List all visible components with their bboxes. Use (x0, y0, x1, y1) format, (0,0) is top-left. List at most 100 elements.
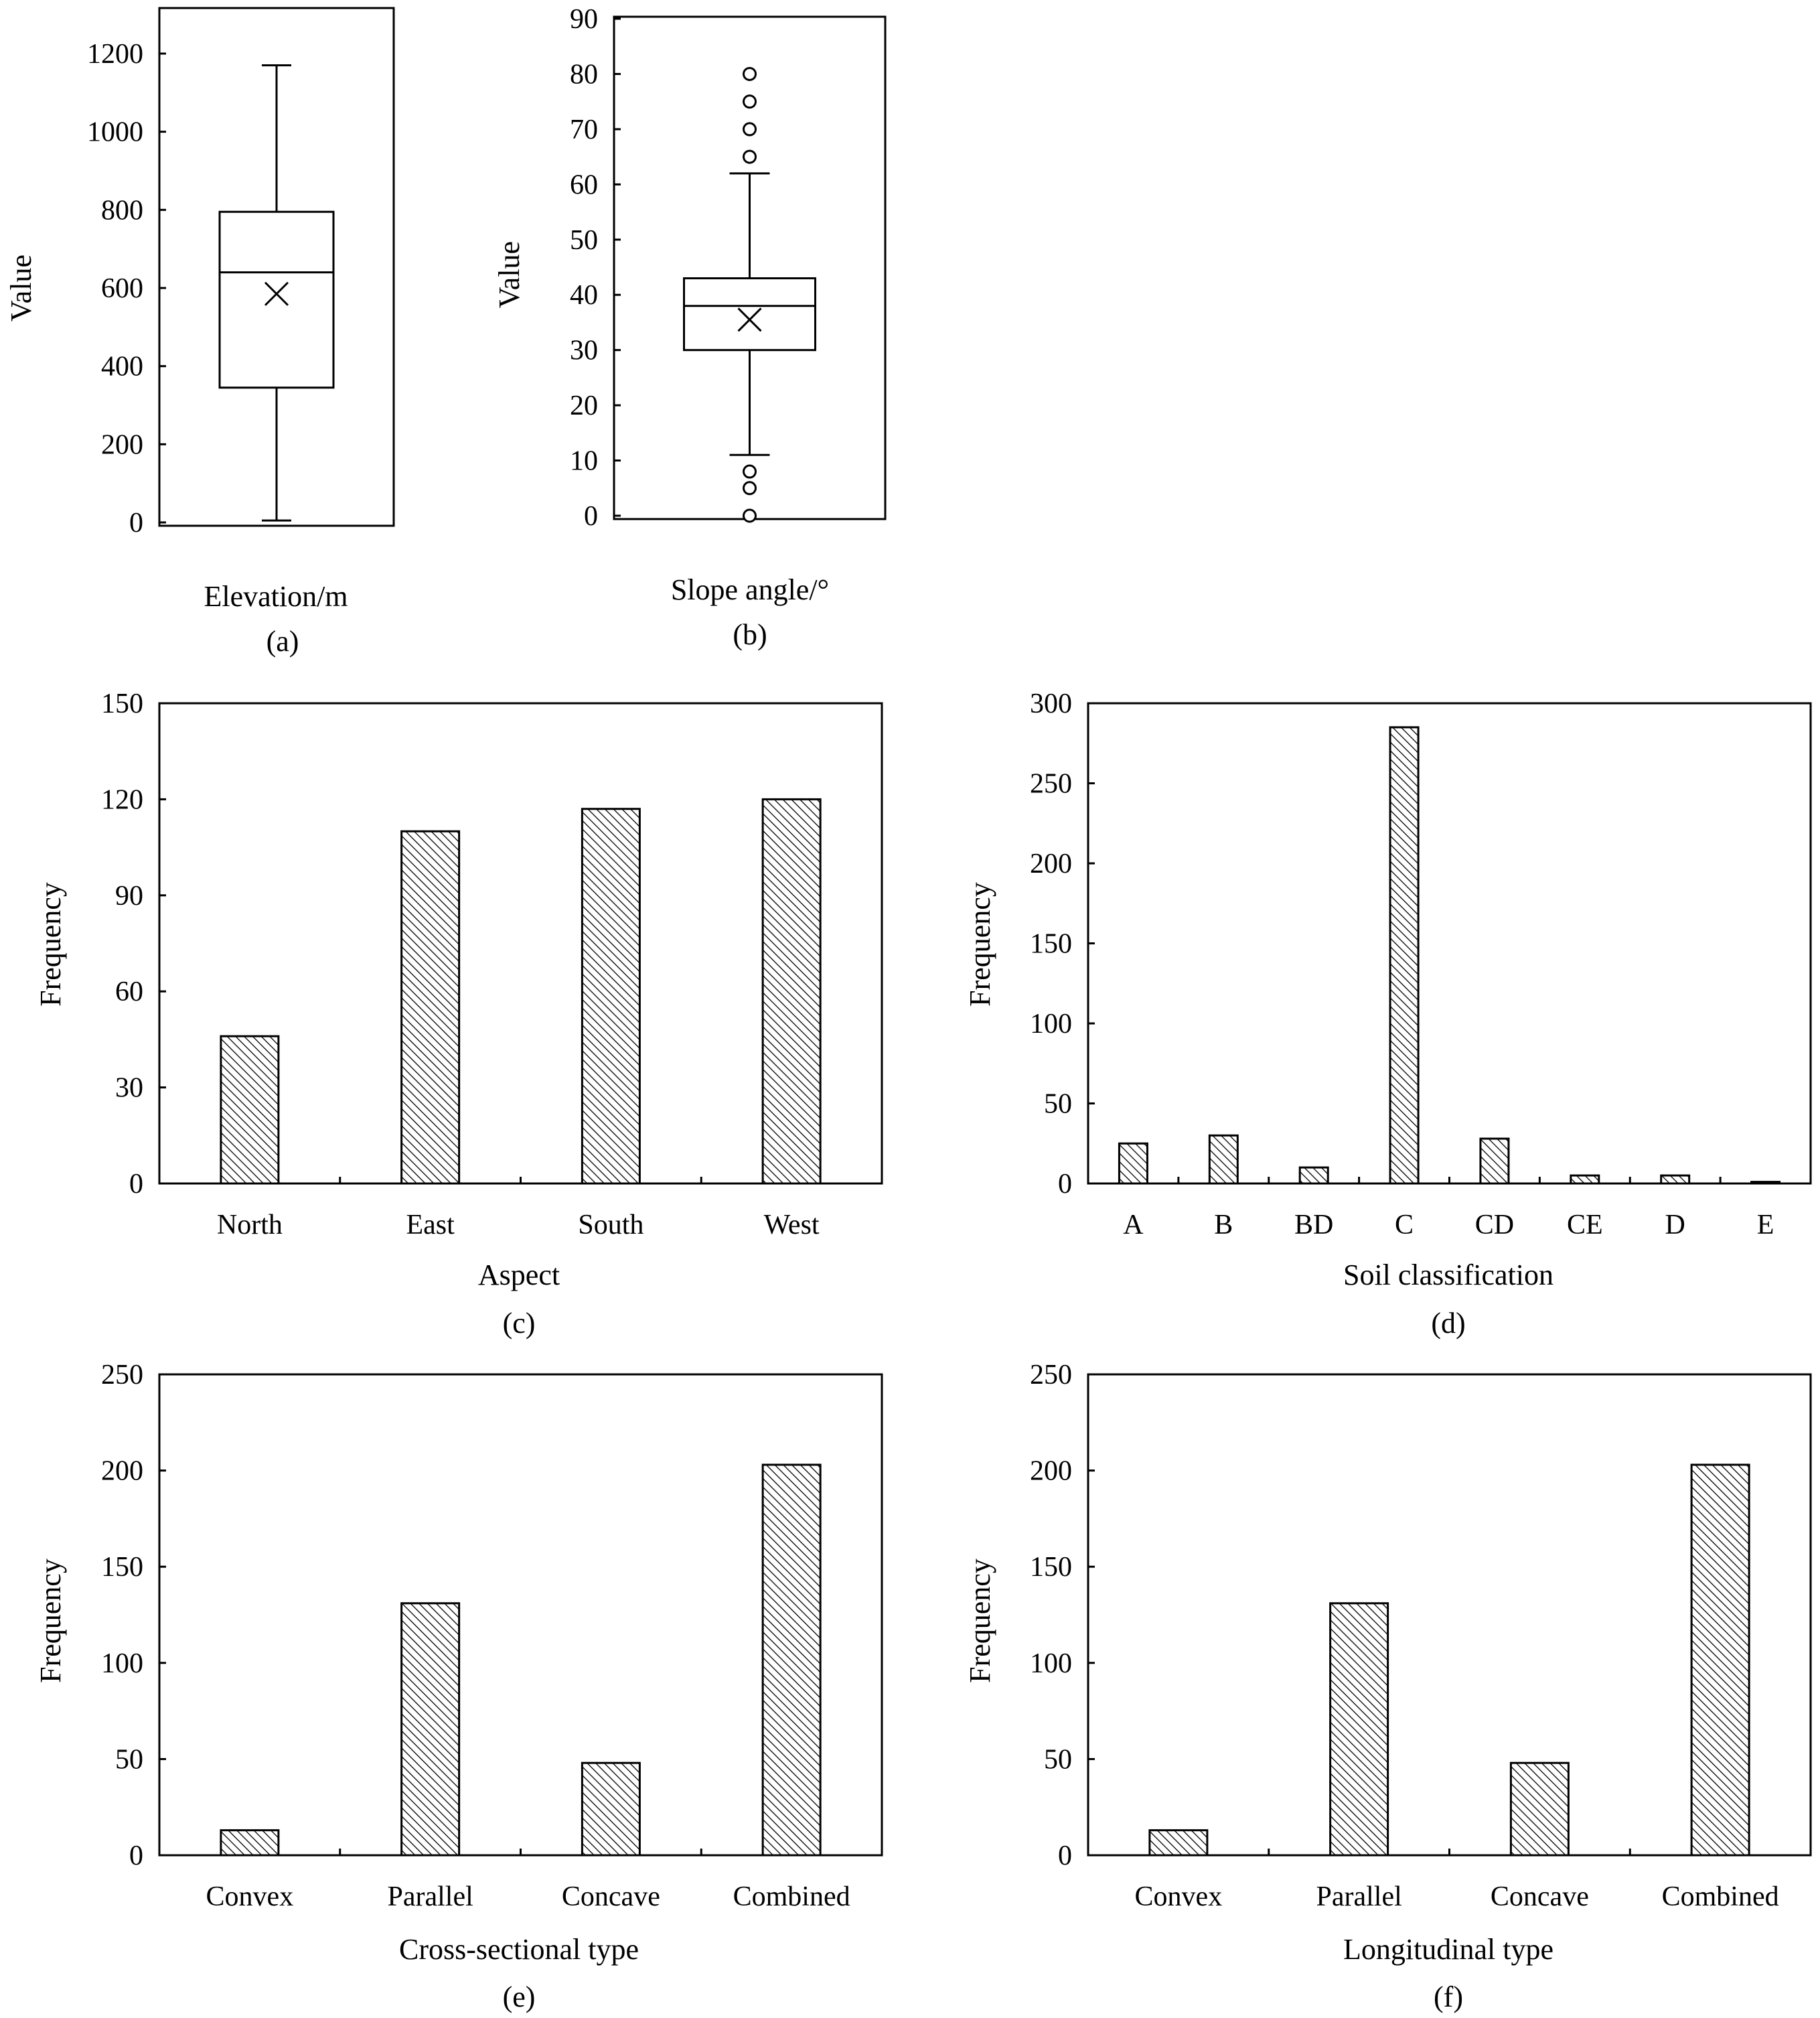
panel-c: 0 30 60 90 120 150 North East South West Frequenc… (34, 689, 883, 1340)
panel-d-ytick-label: 250 (1030, 769, 1072, 800)
panel-e-category-label: Concave (562, 1881, 660, 1912)
panel-e-ytick-label: 50 (115, 1744, 143, 1775)
panel-d-ytick-label: 100 (1030, 1009, 1072, 1039)
panel-d-frame (1087, 702, 1812, 1185)
panel-d-bar (1570, 1174, 1600, 1185)
panel-b-mean-marker (737, 307, 762, 332)
panel-c-ytick-label: 0 (129, 1169, 143, 1200)
panel-f: 0 50 100 150 200 250 Convex Parallel Concave Comb… (964, 1360, 1812, 2013)
panel-f-bar (1509, 1761, 1570, 1857)
panel-d-bar (1479, 1137, 1510, 1185)
panel-d-plot: 0 50 100 150 200 250 300 A B BD C CD CE D E (1030, 689, 1812, 1240)
panel-d-bar (1118, 1142, 1148, 1185)
panel-b-ytick-label: 80 (570, 59, 598, 90)
panel-b-outlier (743, 508, 757, 523)
panel-a-xlabel: Elevation/m (204, 580, 348, 613)
panel-c-caption: (c) (503, 1307, 536, 1340)
panel-a-ytick-label: 1000 (87, 117, 143, 148)
panel-a-box (218, 210, 335, 389)
panel-d-ylabel: Frequency (964, 882, 996, 1007)
panel-e-category-label: Parallel (387, 1881, 473, 1912)
panel-b-outlier (743, 149, 757, 164)
panel-b-plot: 0 10 20 30 40 50 60 70 80 90 (570, 4, 887, 532)
panel-b-ytick-label: 40 (570, 280, 598, 311)
panel-d-ytick-label: 0 (1058, 1169, 1072, 1200)
panel-a-ytick-label: 400 (101, 352, 143, 382)
panel-e-category-label: Combined (733, 1881, 850, 1912)
panel-e-bar (581, 1761, 641, 1857)
panel-c-ytick-label: 120 (101, 784, 143, 815)
panel-c-plot: 0 30 60 90 120 150 North East South West (101, 689, 883, 1240)
panel-d-ytick-label: 300 (1030, 689, 1072, 719)
panel-b-ytick-label: 70 (570, 115, 598, 145)
panel-d-bar (1660, 1174, 1691, 1185)
panel-e-caption: (e) (503, 1980, 536, 2013)
panel-c-category-label: South (578, 1210, 643, 1240)
panel-e-category-label: Convex (206, 1881, 294, 1912)
panel-d-ytick-label: 200 (1030, 849, 1072, 879)
panel-c-category-label: North (217, 1210, 283, 1240)
panel-c-bar (581, 808, 641, 1185)
panel-a-frame (158, 7, 395, 527)
panel-d-bar (1389, 726, 1420, 1185)
panel-b-ylabel: Value (493, 241, 526, 308)
panel-e-bar (400, 1602, 461, 1857)
panel-b-ytick-label: 0 (584, 501, 598, 532)
panel-a-ytick-label: 800 (101, 195, 143, 226)
panel-e: 0 50 100 150 200 250 Convex Parallel Concave Comb… (34, 1360, 883, 2013)
panel-f-xlabel: Longitudinal type (1343, 1933, 1553, 1966)
panel-b-ytick-label: 90 (570, 4, 598, 35)
panel-f-ytick-label: 100 (1030, 1648, 1072, 1679)
panel-c-ylabel: Frequency (34, 882, 67, 1007)
panel-a-mean-marker (264, 281, 289, 306)
panel-e-ytick-label: 150 (101, 1552, 143, 1583)
panel-b-caption: (b) (733, 618, 767, 651)
panel-b-ytick-label: 20 (570, 390, 598, 421)
panel-c-ytick-label: 60 (115, 977, 143, 1007)
panel-b-outlier (743, 481, 757, 496)
panel-d-ytick-label: 150 (1030, 929, 1072, 960)
panel-e-ylabel: Frequency (34, 1559, 67, 1683)
panel-c-bar (220, 1035, 280, 1185)
panel-f-plot: 0 50 100 150 200 250 Convex Parallel Concave Comb… (1030, 1360, 1812, 1912)
panel-c-ytick-label: 150 (101, 689, 143, 719)
panel-d-bar (1298, 1166, 1329, 1185)
panel-d-category-label: E (1757, 1210, 1774, 1240)
panel-e-plot: 0 50 100 150 200 250 Convex Parallel Concave Comb… (101, 1360, 883, 1912)
panel-c-category-label: East (406, 1210, 455, 1240)
panel-f-ytick-label: 250 (1030, 1360, 1072, 1390)
panel-e-xlabel: Cross-sectional type (399, 1933, 639, 1966)
panel-d-bar (1208, 1134, 1239, 1185)
panel-e-bar (761, 1463, 822, 1857)
panel-f-category-label: Combined (1662, 1881, 1779, 1912)
panel-f-caption: (f) (1434, 1980, 1463, 2013)
panel-b-ytick-label: 60 (570, 169, 598, 200)
panel-a-ytick-label: 200 (101, 429, 143, 460)
panel-a-ytick-label: 1200 (87, 39, 143, 70)
panel-b-outlier (743, 464, 757, 479)
panel-e-ytick-label: 200 (101, 1456, 143, 1487)
panel-f-ytick-label: 200 (1030, 1456, 1072, 1487)
panel-c-xlabel: Aspect (478, 1258, 560, 1291)
panel-d-ytick-label: 50 (1044, 1089, 1072, 1120)
panel-e-ytick-label: 250 (101, 1360, 143, 1390)
panel-e-ytick-label: 100 (101, 1648, 143, 1679)
panel-d-xlabel: Soil classification (1343, 1258, 1553, 1291)
panel-c-category-label: West (764, 1210, 820, 1240)
panel-b-ytick-label: 50 (570, 225, 598, 256)
panel-d-category-label: C (1395, 1210, 1414, 1240)
panel-f-ylabel: Frequency (964, 1559, 996, 1683)
panel-c-ytick-label: 30 (115, 1073, 143, 1104)
panel-d-category-label: CE (1567, 1210, 1603, 1240)
panel-f-bar (1690, 1463, 1750, 1857)
panel-b-outlier (743, 122, 757, 137)
panel-d-category-label: B (1214, 1210, 1233, 1240)
panel-f-category-label: Concave (1491, 1881, 1589, 1912)
panel-f-category-label: Parallel (1316, 1881, 1401, 1912)
panel-b-outlier (743, 94, 757, 109)
panel-f-ytick-label: 0 (1058, 1841, 1072, 1871)
